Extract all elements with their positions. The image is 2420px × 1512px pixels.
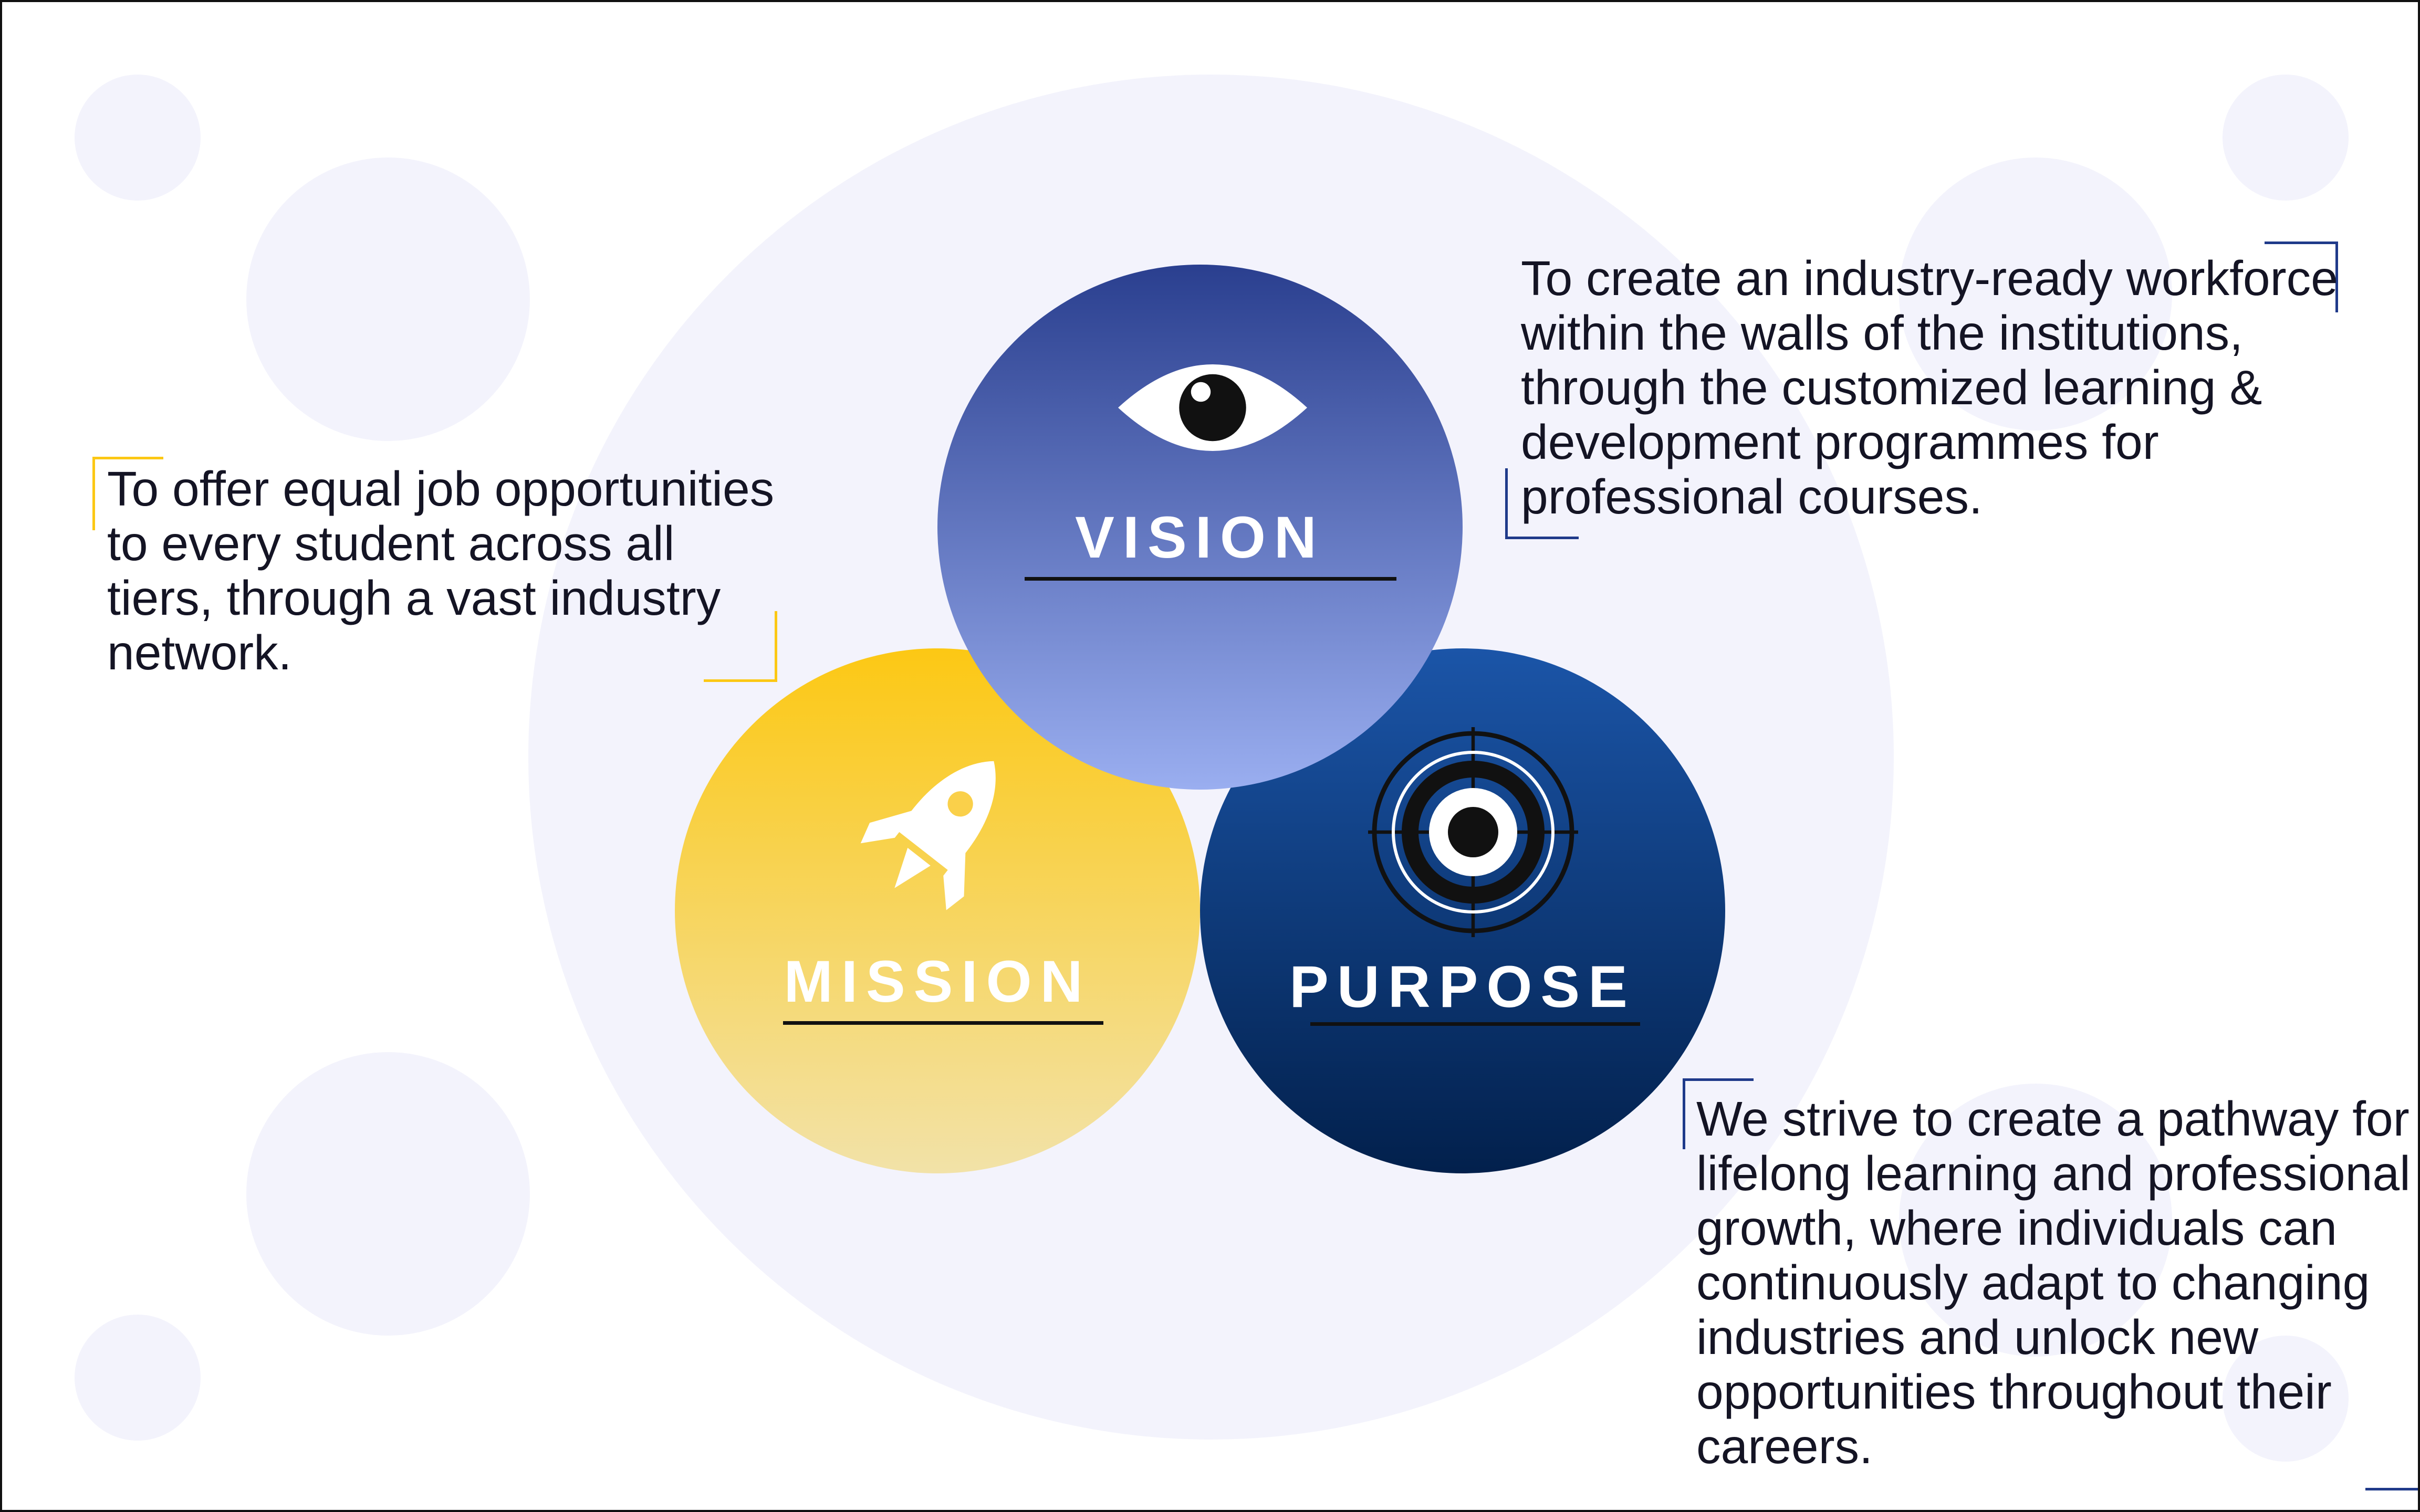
purpose-underline [1310, 1022, 1640, 1026]
vision-statement: To create an industry-ready workforce wi… [1521, 251, 2338, 524]
vision-circle: VISION [937, 265, 1463, 790]
mission-line: tiers, through a vast industry [107, 571, 774, 625]
purpose-label: PURPOSE [1200, 953, 1725, 1021]
decor-circle [2223, 75, 2349, 201]
vision-line: development programmes for [1521, 415, 2338, 469]
purpose-line: opportunities throughout their [1696, 1364, 2411, 1419]
purpose-statement: We strive to create a pathway for lifelo… [1696, 1091, 2411, 1474]
vision-line: To create an industry-ready workforce [1521, 251, 2338, 306]
purpose-line: growth, where individuals can [1696, 1201, 2411, 1255]
purpose-line: lifelong learning and professional [1696, 1146, 2411, 1201]
mission-line: to every student across all [107, 516, 774, 571]
eye-icon [1114, 349, 1311, 467]
vision-label: VISION [937, 503, 1463, 571]
vision-line: professional courses. [1521, 469, 2338, 524]
decor-circle [246, 1052, 530, 1336]
mission-statement: To offer equal job opportunities to ever… [107, 461, 774, 680]
mission-label: MISSION [675, 948, 1200, 1015]
purpose-line: industries and unlock new [1696, 1310, 2411, 1364]
mission-underline [783, 1021, 1103, 1025]
purpose-line: careers. [1696, 1419, 2411, 1474]
mission-line: network. [107, 625, 774, 680]
decor-circle [246, 158, 530, 441]
mission-line: To offer equal job opportunities [107, 461, 774, 516]
vision-line: within the walls of the institutions, [1521, 306, 2338, 360]
decor-circle [75, 75, 201, 201]
vision-underline [1025, 577, 1396, 581]
target-icon [1368, 727, 1578, 937]
purpose-line: continuously adapt to changing [1696, 1255, 2411, 1310]
rocket-icon [851, 738, 1032, 919]
purpose-line: We strive to create a pathway for [1696, 1091, 2411, 1146]
decor-circle [75, 1315, 201, 1441]
vision-line: through the customized learning & [1521, 360, 2338, 415]
